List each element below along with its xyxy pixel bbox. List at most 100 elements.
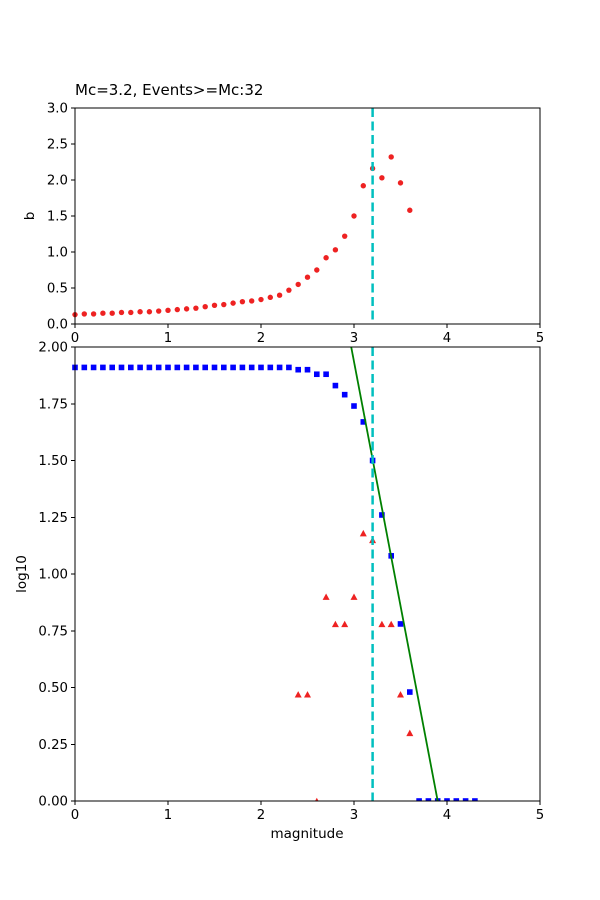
x-tick-label: 1 <box>164 808 172 823</box>
data-point-square <box>193 364 199 371</box>
data-point-square <box>341 391 348 398</box>
data-point-square <box>137 364 143 371</box>
x-tick-label: 0 <box>71 808 79 823</box>
data-point-circle <box>109 310 115 316</box>
plot-area <box>72 108 413 324</box>
data-point-triangle <box>322 593 330 600</box>
data-point-triangle <box>350 593 358 600</box>
series-binned-event-counts <box>294 529 414 801</box>
data-point-square <box>444 798 450 801</box>
data-point-square <box>286 364 292 371</box>
x-tick-label: 5 <box>536 331 544 346</box>
x-tick-label: 0 <box>71 331 79 346</box>
data-point-square <box>304 366 311 373</box>
axes-frame <box>74 346 541 802</box>
x-tick-label: 4 <box>443 808 451 823</box>
data-point-circle <box>174 306 180 313</box>
data-point-circle <box>360 183 366 189</box>
data-point-circle <box>239 298 246 305</box>
y-tick-label: 0.25 <box>38 738 68 753</box>
data-point-triangle <box>304 691 311 698</box>
data-point-square <box>295 366 301 373</box>
data-point-square <box>276 364 283 371</box>
data-point-circle <box>193 305 199 311</box>
data-point-circle <box>202 304 208 310</box>
data-point-square <box>267 364 274 371</box>
data-point-square <box>90 364 97 371</box>
data-point-square <box>472 798 478 801</box>
data-point-circle <box>351 213 357 219</box>
data-point-circle <box>267 294 273 301</box>
y-tick-label: 2.0 <box>47 174 68 189</box>
data-point-circle <box>146 309 153 315</box>
data-point-square <box>128 364 134 371</box>
y-tick-label: 1.5 <box>47 210 68 225</box>
data-point-square <box>425 798 432 801</box>
gutenberg-richter-fit-line <box>350 346 439 801</box>
data-point-circle <box>100 310 106 316</box>
data-point-square <box>165 364 171 371</box>
data-point-square <box>174 364 181 371</box>
data-point-circle <box>137 309 143 315</box>
series-b-value-estimates <box>72 154 413 318</box>
data-point-circle <box>314 267 320 273</box>
x-tick-label: 4 <box>443 331 451 346</box>
axes-frame <box>74 107 541 325</box>
data-point-square <box>81 364 88 371</box>
data-point-circle <box>388 154 394 160</box>
data-point-triangle <box>387 620 395 628</box>
data-point-square <box>379 512 385 518</box>
x-tick-label: 2 <box>257 331 265 346</box>
data-point-square <box>314 371 320 378</box>
y-tick-label: 0.50 <box>38 681 68 696</box>
data-point-circle <box>211 302 218 308</box>
data-point-circle <box>258 296 264 303</box>
data-point-circle <box>323 255 329 261</box>
x-tick-label: 2 <box>257 808 265 823</box>
data-point-circle <box>286 287 292 293</box>
y-tick-label: 1.00 <box>38 568 68 583</box>
data-point-triangle <box>331 620 339 628</box>
x-tick-label: 1 <box>164 331 172 346</box>
x-tick-label: 5 <box>536 808 544 823</box>
y-tick-label: 1.75 <box>38 397 68 412</box>
data-point-square <box>360 419 367 425</box>
data-point-triangle <box>406 729 414 737</box>
data-point-circle <box>397 180 404 186</box>
data-point-triangle <box>378 620 386 628</box>
data-point-circle <box>118 309 125 316</box>
data-point-circle <box>379 175 385 181</box>
data-point-circle <box>81 311 88 317</box>
data-point-square <box>202 364 208 371</box>
y-tick-label: 1.50 <box>38 454 68 469</box>
data-point-circle <box>165 307 171 314</box>
data-point-square <box>351 403 357 409</box>
y-tick-label: 2.5 <box>47 138 68 153</box>
data-point-square <box>221 364 227 371</box>
x-axis-label: magnitude <box>270 826 343 842</box>
data-point-circle <box>407 207 413 213</box>
data-point-circle <box>304 274 311 280</box>
data-point-square <box>407 689 413 695</box>
data-point-square <box>323 371 329 378</box>
data-point-triangle <box>294 691 302 698</box>
data-point-triangle <box>359 529 367 537</box>
y-tick-label: 0.5 <box>47 282 68 297</box>
y-tick-label: 1.0 <box>47 246 68 261</box>
y-tick-label: 0.0 <box>47 318 68 333</box>
y-tick-label: 0.75 <box>38 624 68 639</box>
data-point-triangle <box>315 797 319 801</box>
data-point-circle <box>90 311 97 317</box>
y-tick-label: 2.00 <box>38 341 68 356</box>
data-point-square <box>155 364 162 371</box>
axes-bottom: 0 1 2 3 4 5 0.00 0.25 0.50 0.75 1.00 1.25 1.50 1.75 2.… <box>38 341 544 823</box>
data-point-circle <box>249 298 255 304</box>
data-point-square <box>109 364 115 371</box>
data-point-square <box>397 621 404 627</box>
bottom-y-axis-label: log10 <box>14 555 30 593</box>
plot-title: Mc=3.2, Events>=Mc:32 <box>75 81 263 99</box>
data-point-circle <box>342 233 348 239</box>
data-point-square <box>100 364 106 371</box>
